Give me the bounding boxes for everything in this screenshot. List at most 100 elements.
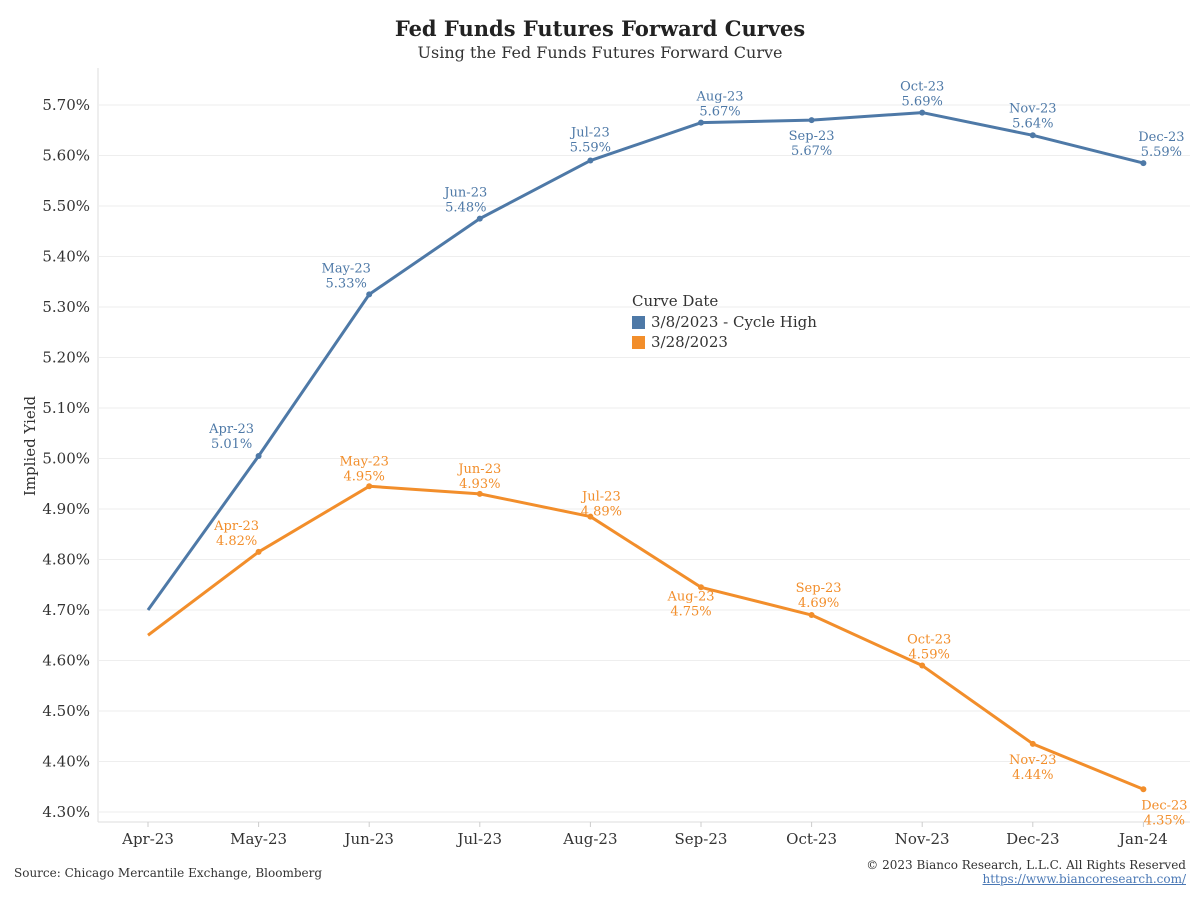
data-label-month: Jun-23 [442, 186, 487, 201]
data-point [919, 662, 926, 669]
y-tick-label: 4.80% [42, 551, 90, 569]
copyright-text: © 2023 Bianco Research, L.L.C. All Right… [866, 858, 1186, 872]
data-label-value: 4.82% [216, 534, 257, 549]
y-tick-label: 4.50% [42, 702, 90, 720]
x-tick-label: Jul-23 [455, 830, 502, 848]
y-tick-label: 5.50% [42, 197, 90, 215]
data-point [476, 215, 483, 222]
chart-title: Fed Funds Futures Forward Curves [394, 16, 806, 41]
y-tick-label: 4.70% [42, 601, 90, 619]
copyright-block: © 2023 Bianco Research, L.L.C. All Right… [866, 858, 1186, 886]
data-label-value: 5.48% [445, 201, 486, 216]
data-point [587, 513, 594, 520]
data-label-month: Jul-23 [580, 490, 621, 505]
data-label-month: Apr-23 [208, 422, 254, 437]
legend-title: Curve Date [632, 292, 719, 310]
y-axis-ticks: 5.70% 5.60% 5.50% 5.40% 5.30% 5.20% 5.10% 5.00%… [42, 96, 90, 821]
x-tick-label: Jun-23 [342, 830, 394, 848]
data-label-value: 5.64% [1012, 116, 1053, 131]
data-point [587, 157, 594, 164]
series-group [146, 109, 1147, 793]
data-label-value: 4.35% [1144, 813, 1185, 828]
x-tick-label: Apr-23 [121, 830, 174, 848]
data-point [255, 548, 262, 555]
legend-label: 3/8/2023 - Cycle High [651, 313, 817, 331]
x-tick-label: Oct-23 [786, 830, 837, 848]
data-label-month: Dec-23 [1141, 798, 1187, 813]
data-point [808, 117, 815, 124]
y-tick-label: 5.70% [42, 96, 90, 114]
legend-swatch-orange [632, 335, 645, 349]
x-tick-label: Nov-23 [895, 830, 950, 848]
source-note: Source: Chicago Mercantile Exchange, Blo… [14, 866, 323, 880]
data-point [919, 109, 926, 116]
data-label-value: 5.67% [699, 105, 740, 120]
data-point [366, 291, 373, 298]
chart-subtitle: Using the Fed Funds Futures Forward Curv… [417, 43, 783, 62]
data-label-value: 4.89% [581, 505, 622, 520]
y-axis-label: Implied Yield [21, 395, 39, 496]
data-label-month: Sep-23 [796, 581, 842, 596]
x-axis-ticks: Apr-23 May-23 Jun-23 Jul-23 Aug-23 Sep-23 Oct-… [121, 822, 1168, 848]
y-tick-label: 5.40% [42, 248, 90, 266]
data-label-value: 5.33% [326, 276, 367, 291]
data-label-value: 5.01% [211, 437, 252, 452]
data-label-month: May-23 [340, 454, 389, 469]
data-point [1029, 740, 1036, 747]
data-labels: Apr-235.01%May-235.33%Jun-235.48%Jul-235… [208, 80, 1187, 829]
data-label-value: 5.67% [791, 144, 832, 159]
y-tick-label: 4.90% [42, 500, 90, 518]
x-tick-label: Dec-23 [1006, 830, 1059, 848]
data-label-value: 4.44% [1012, 768, 1053, 783]
data-label-month: Sep-23 [789, 129, 835, 144]
x-tick-label: May-23 [230, 830, 287, 848]
y-tick-label: 4.30% [42, 803, 90, 821]
data-label-month: Nov-23 [1009, 753, 1056, 768]
y-tick-label: 5.60% [42, 147, 90, 165]
x-tick-label: Jan-24 [1117, 830, 1168, 848]
data-label-month: Nov-23 [1009, 101, 1056, 116]
data-label-month: Jul-23 [569, 126, 610, 141]
data-point [255, 452, 262, 459]
data-label-month: Aug-23 [695, 90, 743, 105]
data-label-month: Apr-23 [213, 519, 259, 534]
y-tick-label: 5.00% [42, 450, 90, 468]
data-label-value: 4.75% [670, 604, 711, 619]
data-point [1029, 132, 1036, 139]
website-link[interactable]: https://www.biancoresearch.com/ [982, 872, 1186, 886]
data-label-month: Oct-23 [907, 633, 951, 648]
data-label-month: Aug-23 [666, 589, 714, 604]
series-line [147, 484, 1144, 791]
legend-swatch-blue [632, 315, 645, 329]
legend-item-cycle-high[interactable]: 3/8/2023 - Cycle High [632, 312, 817, 332]
legend-label: 3/28/2023 [651, 333, 728, 351]
legend: Curve Date 3/8/2023 - Cycle High 3/28/20… [632, 292, 817, 352]
x-tick-label: Aug-23 [562, 830, 617, 848]
data-label-month: Dec-23 [1138, 130, 1184, 145]
y-tick-label: 4.60% [42, 652, 90, 670]
y-tick-label: 4.40% [42, 753, 90, 771]
data-label-month: Oct-23 [900, 80, 944, 95]
data-point [698, 119, 704, 126]
data-label-value: 4.93% [459, 477, 500, 492]
data-label-value: 4.69% [798, 596, 839, 611]
data-point [808, 612, 815, 619]
data-point [1140, 786, 1147, 793]
y-tick-label: 5.20% [42, 349, 90, 367]
x-tick-label: Sep-23 [675, 830, 728, 848]
data-point [1140, 160, 1147, 167]
y-tick-label: 5.30% [42, 298, 90, 316]
data-label-month: May-23 [322, 261, 371, 276]
data-label-month: Jun-23 [456, 462, 501, 477]
data-point [476, 490, 483, 497]
y-tick-label: 5.10% [42, 399, 90, 417]
data-label-value: 5.59% [1141, 145, 1182, 160]
data-label-value: 5.69% [902, 95, 943, 110]
data-point [698, 584, 704, 591]
data-label-value: 4.59% [909, 648, 950, 663]
legend-item-3-28-2023[interactable]: 3/28/2023 [632, 332, 817, 352]
data-label-value: 4.95% [344, 469, 385, 484]
data-label-value: 5.59% [570, 141, 611, 156]
series-line [146, 111, 1144, 611]
